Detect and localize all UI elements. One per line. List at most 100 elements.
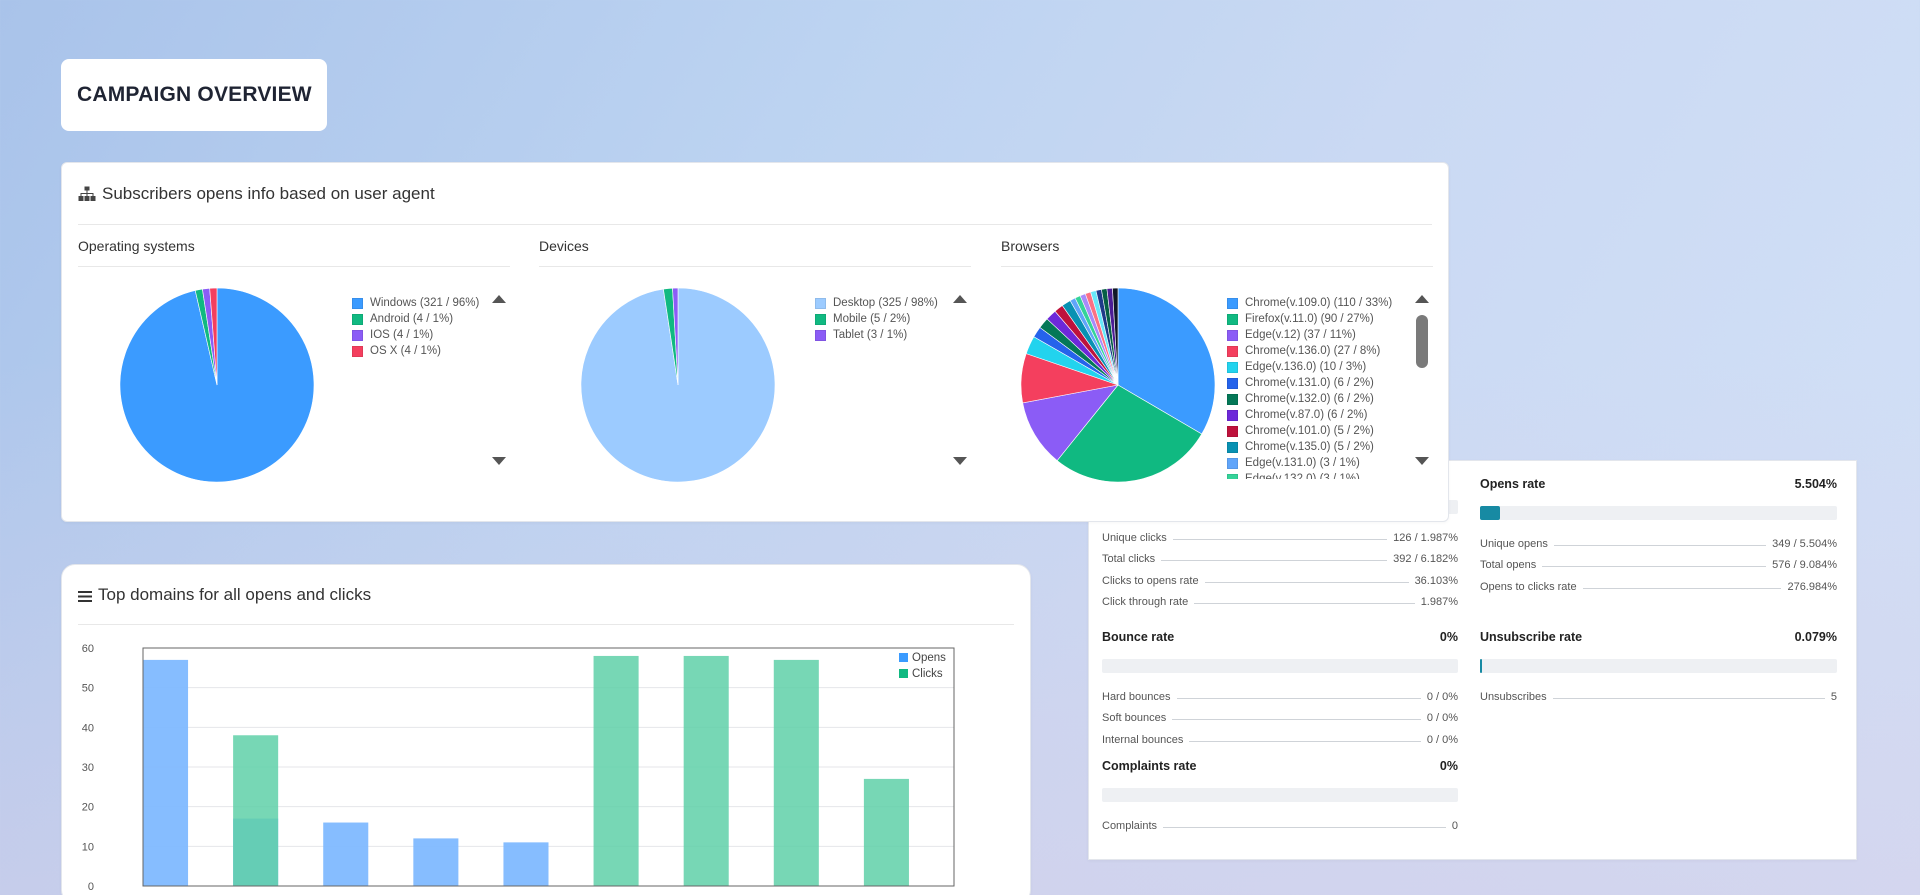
opens-block: Opens rate 5.504% Unique opens 349 / 5.50… xyxy=(1480,477,1837,593)
bar-opens[interactable] xyxy=(143,659,189,886)
stat-label: Total opens xyxy=(1480,559,1537,571)
scroll-thumb[interactable] xyxy=(1416,315,1428,368)
opens-rows: Unique opens 349 / 5.504% Total opens 576 /… xyxy=(1480,528,1837,593)
legend-swatch xyxy=(899,653,908,662)
stat-leader xyxy=(1582,587,1782,589)
legend-item[interactable]: Chrome(v.87.0) (6 / 2%) xyxy=(1227,407,1392,423)
y-tick-label: 50 xyxy=(82,683,94,695)
unsubscribe-rate-title: Unsubscribe rate xyxy=(1480,630,1583,644)
os-legend-scrollbar[interactable] xyxy=(490,291,508,469)
os-pie-chart xyxy=(119,287,315,483)
bar-clicks[interactable] xyxy=(863,778,909,886)
bar-clicks[interactable] xyxy=(233,735,279,886)
stat-label: Click through rate xyxy=(1102,596,1189,608)
stat-leader xyxy=(1552,697,1825,699)
legend-item[interactable]: Edge(v.12) (37 / 11%) xyxy=(1227,327,1392,343)
legend-item[interactable]: Mobile (5 / 2%) xyxy=(815,311,938,327)
unsubscribe-rate-bar-fill xyxy=(1480,659,1482,673)
bar-clicks[interactable] xyxy=(593,655,639,886)
legend-swatch xyxy=(1227,345,1238,357)
opens-rate-bar xyxy=(1480,506,1837,520)
browsers-legend: Chrome(v.109.0) (110 / 33%) Firefox(v.11.… xyxy=(1227,295,1392,479)
legend-label: Chrome(v.135.0) (5 / 2%) xyxy=(1245,441,1374,453)
legend-item[interactable]: Chrome(v.136.0) (27 / 8%) xyxy=(1227,343,1392,359)
pie-slice[interactable] xyxy=(209,287,218,386)
stat-label: Hard bounces xyxy=(1102,690,1171,703)
legend-item[interactable]: Chrome(v.132.0) (6 / 2%) xyxy=(1227,391,1392,407)
scroll-up-arrow-icon[interactable] xyxy=(953,295,967,303)
bar-opens[interactable] xyxy=(413,838,459,886)
stat-label: Internal bounces xyxy=(1102,733,1184,746)
legend-item[interactable]: Chrome(v.101.0) (5 / 2%) xyxy=(1227,423,1392,439)
browsers-pie-chart xyxy=(1020,287,1216,483)
stat-value: 5 xyxy=(1830,690,1837,703)
stat-row: Total clicks 392 / 6.182% xyxy=(1102,544,1458,565)
browsers-legend-scrollbar[interactable] xyxy=(1413,291,1431,469)
legend-item[interactable]: IOS (4 / 1%) xyxy=(352,327,479,343)
legend-item[interactable]: Tablet (3 / 1%) xyxy=(815,327,938,343)
legend-swatch xyxy=(1227,425,1238,437)
pie-slice[interactable] xyxy=(1022,384,1119,461)
stat-label: Total clicks xyxy=(1102,553,1156,565)
stat-row: Internal bounces 0 / 0% xyxy=(1102,724,1458,746)
legend-item[interactable]: Edge(v.136.0) (10 / 3%) xyxy=(1227,359,1392,375)
bounce-rows: Hard bounces 0 / 0% Soft bounces 0 / 0% Inte… xyxy=(1102,681,1458,746)
stat-label: Clicks to opens rate xyxy=(1102,574,1199,587)
legend-item[interactable]: Windows (321 / 96%) xyxy=(352,295,479,311)
complaints-block: Complaints rate 0% Complaints 0 xyxy=(1102,759,1458,832)
stat-label: Unique opens xyxy=(1480,537,1548,550)
legend-item[interactable]: OS X (4 / 1%) xyxy=(352,343,479,359)
unsubscribe-block: Unsubscribe rate 0.079% Unsubscribes 5 xyxy=(1480,630,1837,703)
stat-label: Unique clicks xyxy=(1102,531,1167,544)
domains-bar-chart: 0 10 20 30 40 50 60 Opens Clicks xyxy=(82,643,955,893)
pie-slice[interactable] xyxy=(1112,287,1119,386)
plot-frame xyxy=(142,647,955,887)
pie-slice[interactable] xyxy=(1056,384,1203,483)
stat-label: Soft bounces xyxy=(1102,712,1167,724)
bar-clicks[interactable] xyxy=(683,655,729,886)
stat-row: Hard bounces 0 / 0% xyxy=(1102,681,1458,703)
bar-opens[interactable] xyxy=(323,822,369,886)
os-legend: Windows (321 / 96%) Android (4 / 1%) IOS (… xyxy=(352,295,479,359)
opens-rate-bar-fill xyxy=(1480,506,1500,520)
complaints-rate-bar xyxy=(1102,788,1458,802)
user-agent-card: Subscribers opens info based on user age… xyxy=(61,162,1449,522)
scroll-down-arrow-icon[interactable] xyxy=(1415,457,1429,465)
legend-item[interactable]: Edge(v.132.0) (3 / 1%) xyxy=(1227,471,1392,479)
legend-label: Edge(v.131.0) (3 / 1%) xyxy=(1245,457,1360,469)
bar-clicks[interactable] xyxy=(773,659,819,886)
stat-value: 0 xyxy=(1451,819,1458,832)
bounce-block: Bounce rate 0% Hard bounces 0 / 0% Soft bo… xyxy=(1102,630,1458,746)
legend-item[interactable]: Android (4 / 1%) xyxy=(352,311,479,327)
legend-item[interactable]: Chrome(v.135.0) (5 / 2%) xyxy=(1227,439,1392,455)
legend-label: Windows (321 / 96%) xyxy=(370,297,480,309)
stat-row: Click through rate 1.987% xyxy=(1102,587,1458,608)
legend-item[interactable]: Chrome(v.109.0) (110 / 33%) xyxy=(1227,295,1392,311)
legend-item[interactable]: Edge(v.131.0) (3 / 1%) xyxy=(1227,455,1392,471)
pie-slice[interactable] xyxy=(672,287,679,386)
legend-item[interactable]: Chrome(v.131.0) (6 / 2%) xyxy=(1227,375,1392,391)
pie-slice[interactable] xyxy=(1117,287,1216,435)
legend-label: Edge(v.12) (37 / 11%) xyxy=(1245,329,1356,341)
legend-item[interactable]: Firefox(v.11.0) (90 / 27%) xyxy=(1227,311,1392,327)
scroll-up-arrow-icon[interactable] xyxy=(1415,295,1429,303)
legend-swatch xyxy=(352,345,363,357)
stat-leader xyxy=(1161,560,1388,561)
legend-item[interactable]: Desktop (325 / 98%) xyxy=(815,295,938,311)
scroll-down-arrow-icon[interactable] xyxy=(492,457,506,465)
devices-legend-scrollbar[interactable] xyxy=(951,291,969,469)
bar-opens[interactable] xyxy=(503,842,549,886)
list-icon xyxy=(78,588,92,602)
legend-swatch xyxy=(1227,473,1238,479)
scroll-up-arrow-icon[interactable] xyxy=(492,295,506,303)
stat-value: 1.987% xyxy=(1420,596,1458,608)
complaints-rate-value: 0% xyxy=(1439,759,1458,773)
scroll-down-arrow-icon[interactable] xyxy=(953,457,967,465)
stat-leader xyxy=(1163,826,1446,828)
stat-leader xyxy=(1172,719,1421,720)
stat-value: 0 / 0% xyxy=(1426,690,1458,703)
legend-label: Chrome(v.87.0) (6 / 2%) xyxy=(1245,409,1368,421)
devices-pie-chart xyxy=(580,287,776,483)
devices-title: Devices xyxy=(539,225,971,267)
bounce-rate-title: Bounce rate xyxy=(1102,630,1175,644)
